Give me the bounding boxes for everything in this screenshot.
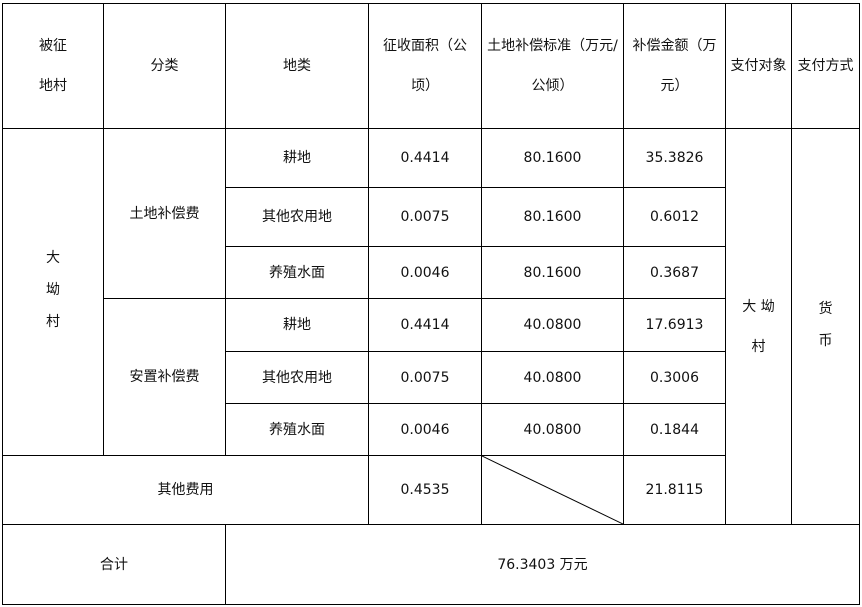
empty-diagonal-cell [481,455,624,525]
amount-cell: 21.8115 [623,455,726,525]
header-row: 被征地村 分类 地类 征收面积（公顷） 土地补偿标准（万元/公倾） 补偿金额（万… [2,3,860,129]
standard-cell: 40.0800 [481,298,624,352]
table-row: 大坳村 土地补偿费 耕地 0.4414 80.1600 35.3826 大 坳村… [2,128,860,525]
header-category: 分类 [103,3,226,129]
area-cell: 0.4535 [368,455,482,525]
total-value: 76.3403 万元 [225,524,860,605]
table-row: 其他农用地 0.0075 40.0800 0.3006 [3,351,860,404]
header-land-type: 地类 [225,3,369,129]
diagonal-line [482,456,623,524]
village-cell: 大坳村 [2,128,104,456]
header-village: 被征地村 [2,3,104,129]
land-cell: 其他农用地 [225,351,369,404]
category-cell: 土地补偿费 [103,128,226,299]
amount-cell: 0.1844 [623,403,726,456]
compensation-table: 被征地村 分类 地类 征收面积（公顷） 土地补偿标准（万元/公倾） 补偿金额（万… [2,3,860,605]
area-cell: 0.4414 [368,298,482,352]
category-cell: 安置补偿费 [103,298,226,456]
standard-cell: 40.0800 [481,351,624,404]
total-label: 合计 [2,524,226,605]
table-row: 其他农用地 0.0075 80.1600 0.6012 [3,187,860,247]
standard-cell: 80.1600 [481,246,624,299]
land-cell: 耕地 [225,128,369,188]
standard-cell: 40.0800 [481,403,624,456]
area-cell: 0.0046 [368,246,482,299]
total-row: 合计 76.3403 万元 [2,524,860,605]
land-cell: 耕地 [225,298,369,352]
header-amount: 补偿金额（万元） [623,3,726,129]
header-method: 支付方式 [791,3,860,129]
table-row: 养殖水面 0.0046 40.0800 0.1844 [3,403,860,456]
area-cell: 0.0075 [368,351,482,404]
table-row: 养殖水面 0.0046 80.1600 0.3687 [3,246,860,299]
area-cell: 0.4414 [368,128,482,188]
amount-cell: 0.3687 [623,246,726,299]
standard-cell: 80.1600 [481,187,624,247]
land-cell: 其他农用地 [225,187,369,247]
amount-cell: 17.6913 [623,298,726,352]
standard-cell: 80.1600 [481,128,624,188]
area-cell: 0.0046 [368,403,482,456]
header-standard: 土地补偿标准（万元/公倾） [481,3,624,129]
header-payee: 支付对象 [725,3,792,129]
amount-cell: 0.3006 [623,351,726,404]
land-cell: 养殖水面 [225,246,369,299]
table-row: 安置补偿费 耕地 0.4414 40.0800 17.6913 [3,298,860,456]
method-cell: 货币 [791,128,860,525]
amount-cell: 35.3826 [623,128,726,188]
header-area: 征收面积（公顷） [368,3,482,129]
amount-cell: 0.6012 [623,187,726,247]
other-fees-label: 其他费用 [2,455,369,525]
other-fees-row: 其他费用 0.4535 21.8115 [2,455,860,525]
land-cell: 养殖水面 [225,403,369,456]
payee-cell: 大 坳村 [725,128,792,525]
area-cell: 0.0075 [368,187,482,247]
